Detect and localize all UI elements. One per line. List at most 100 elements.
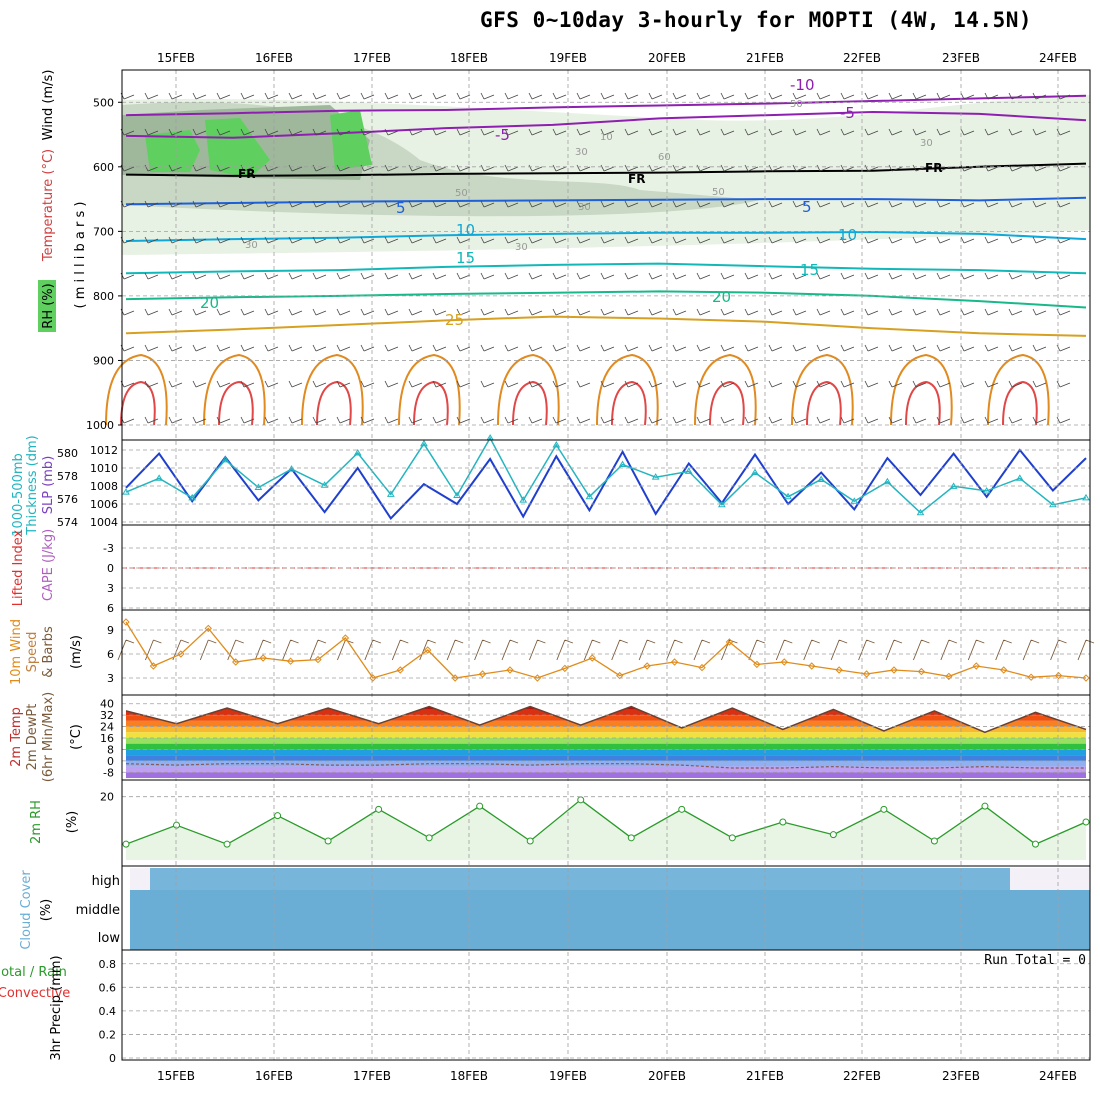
temp-contour — [125, 230, 1087, 242]
temp-tick: 16 — [100, 732, 114, 745]
thickness-marker — [353, 449, 362, 456]
contour-label: 20 — [200, 294, 219, 312]
wind-speed-marker — [780, 658, 788, 666]
thickness-marker — [982, 486, 991, 494]
wind-speed-marker — [725, 638, 734, 646]
thickness-marker — [916, 508, 925, 516]
rh-marker — [375, 805, 383, 813]
wind-speed-marker — [232, 658, 240, 666]
rh-contour-label: 30 — [578, 202, 591, 213]
bl-contour — [105, 353, 168, 426]
temp-contour — [125, 94, 1087, 117]
date-label-bottom: 22FEB — [843, 1069, 881, 1083]
rh-marker — [627, 834, 635, 842]
date-label-bottom: 21FEB — [746, 1069, 784, 1083]
slp-tick: 1008 — [90, 480, 118, 493]
date-label-top: 17FEB — [353, 51, 391, 65]
wind-tick: 3 — [107, 672, 114, 685]
temp-contour — [125, 196, 1087, 206]
li-tick: 0 — [107, 562, 114, 575]
pressure-tick: 900 — [93, 354, 114, 367]
date-label-bottom: 17FEB — [353, 1069, 391, 1083]
wind-speed-marker — [835, 666, 843, 674]
contour-label: 15 — [800, 261, 819, 279]
wind-speed-marker — [1000, 666, 1008, 674]
bl-contour-hot — [512, 380, 548, 426]
wind-speed-marker — [506, 666, 514, 674]
thickness-marker — [386, 490, 395, 497]
rh-contour-label: 50 — [790, 99, 803, 110]
date-label-top: 23FEB — [942, 51, 980, 65]
thickness-marker — [684, 467, 693, 474]
date-label-top: 24FEB — [1039, 51, 1077, 65]
wind-speed-marker — [670, 658, 679, 666]
cloud-axis-label: Cloud Cover — [19, 870, 34, 950]
rh-marker — [981, 802, 989, 810]
precip-tick: 0.8 — [99, 958, 117, 971]
wind-speed-marker — [341, 634, 350, 642]
slp-tick: 1012 — [90, 444, 118, 457]
bl-contour-hot — [1002, 380, 1038, 426]
li-axis-label: Lifted Index — [11, 529, 26, 606]
precip-tick: 0.4 — [99, 1005, 117, 1018]
temp-tick: 8 — [107, 743, 114, 756]
chart-title: GFS 0~10day 3-hourly for MOPTI (4W, 14.5… — [480, 8, 1033, 32]
pressure-tick: 1000 — [86, 419, 114, 432]
date-label-top: 19FEB — [549, 51, 587, 65]
wind-speed-marker — [369, 674, 377, 682]
temp-tick: 32 — [100, 709, 114, 722]
bl-contour-hot — [120, 380, 156, 426]
upper-axis-label: RH (%) — [41, 283, 56, 328]
rh-marker — [829, 831, 837, 839]
wind-speed-marker — [451, 674, 459, 682]
wind-speed-marker — [177, 650, 185, 658]
li-tick: 6 — [107, 602, 114, 615]
slp-tick: 1006 — [90, 498, 118, 511]
rh-band-90 — [145, 110, 372, 178]
slp-axis-label: 1000-500mb — [11, 453, 26, 537]
contour-label: 5 — [802, 198, 812, 216]
wind-speed-marker — [972, 662, 980, 670]
thickness-marker — [552, 440, 561, 448]
wind-speed-marker — [259, 654, 267, 662]
wind-speed-marker — [808, 662, 816, 670]
temp-band — [126, 749, 1086, 756]
bl-contour — [694, 353, 757, 426]
wind-speed-marker — [1054, 671, 1063, 680]
rh-marker — [223, 840, 231, 848]
thickness-tick: 576 — [57, 493, 78, 506]
thickness-marker — [254, 483, 263, 490]
wind-barbs — [120, 92, 1071, 424]
rh-marker — [779, 818, 787, 826]
rh-contour-label: 50 — [712, 187, 725, 198]
temp-contour — [125, 290, 1087, 309]
panel-frame — [121, 949, 1091, 1061]
thickness-marker — [188, 493, 197, 501]
thickness-marker — [420, 439, 428, 447]
precip-tick: 0.2 — [99, 1028, 117, 1041]
temp-band — [126, 720, 1086, 727]
rh-marker — [122, 840, 130, 848]
thickness-tick: 578 — [57, 470, 78, 483]
thickness-marker — [585, 492, 594, 500]
precip-tick: 0.6 — [99, 981, 117, 994]
contour-label: FR — [238, 167, 255, 181]
rh-contour-label: 30 — [920, 138, 933, 149]
thickness-marker — [221, 455, 230, 463]
thickness-line — [125, 436, 1087, 514]
slp-tick: 1004 — [90, 516, 118, 529]
pressure-tick: 500 — [93, 96, 114, 109]
wind-speed-marker — [561, 664, 569, 673]
wind-speed-marker — [424, 646, 432, 654]
upper-axis-label: Wind (m/s) — [41, 70, 56, 141]
rh-marker — [1082, 818, 1090, 826]
thickness-marker — [287, 465, 296, 472]
upper-axis-label: ( m i l l i b a r s ) — [73, 202, 88, 309]
upper-axis-label: Temperature (°C) — [41, 149, 56, 262]
rh-tick: 20 — [100, 791, 114, 804]
rh-marker — [930, 837, 938, 845]
wind-speed-marker — [533, 674, 542, 682]
date-label-bottom: 24FEB — [1039, 1069, 1077, 1083]
wind-speed-marker — [396, 666, 404, 674]
temp-tick: 0 — [107, 755, 114, 768]
